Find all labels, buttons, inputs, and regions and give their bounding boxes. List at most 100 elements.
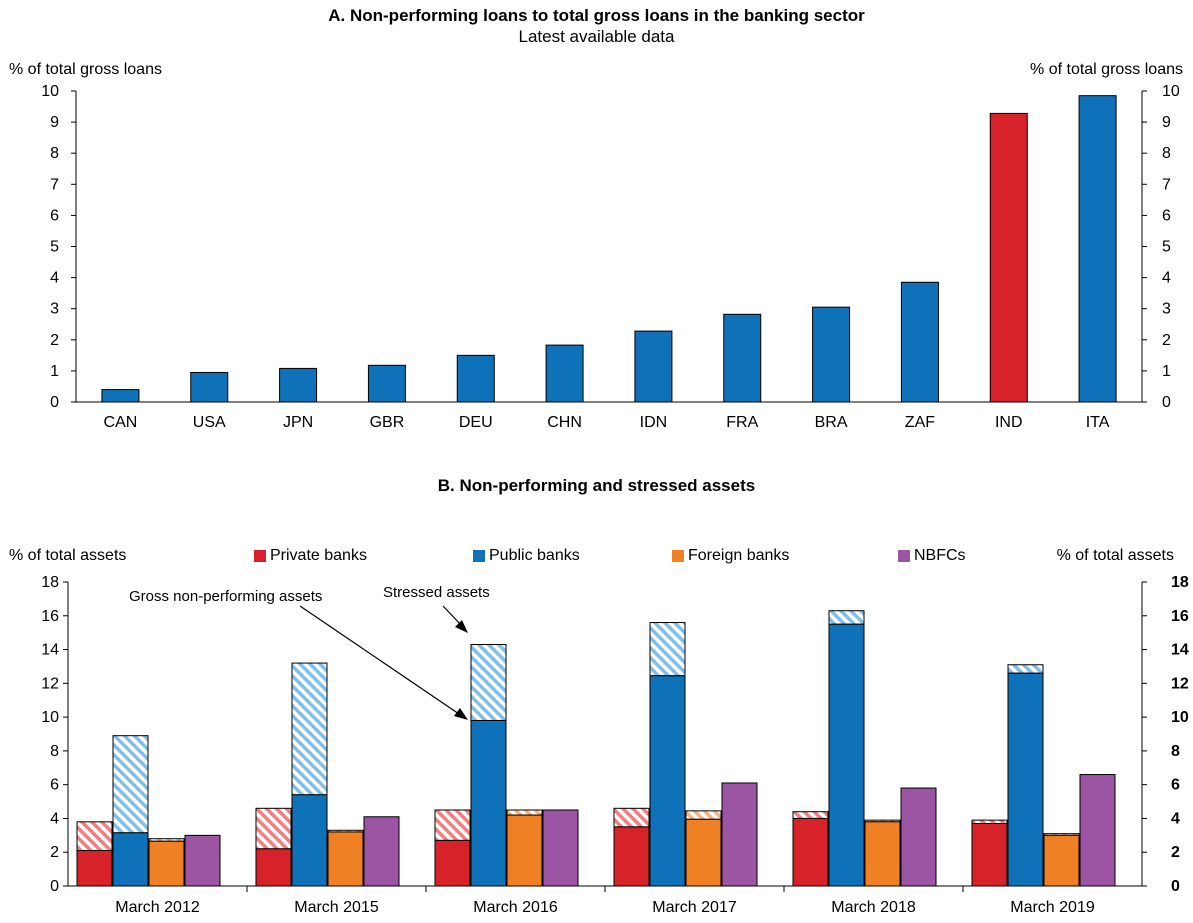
panel-b-bar-public-stressed — [112, 735, 149, 834]
legend-nbfc-swatch — [898, 550, 910, 562]
panel-a-bar-zaf — [900, 281, 939, 403]
panel-a-bar-chn — [545, 344, 584, 403]
panel-b-bar-foreign-gross-npa — [685, 818, 722, 887]
panel-b-xtick-label: March 2018 — [831, 899, 916, 916]
panel-a-ytick-label-left: 7 — [50, 176, 59, 193]
panel-a-bar-idn — [634, 330, 673, 403]
panel-a-ytick-label-right: 9 — [1162, 114, 1171, 131]
panel-b-xtick-label: March 2019 — [1010, 899, 1095, 916]
panel-a-bar-gbr — [367, 364, 406, 403]
legend-nbfcs: NBFCs — [898, 547, 966, 565]
panel-b-bar-private-gross-npa — [971, 823, 1008, 887]
panel-b-ylabel-left: % of total assets — [9, 547, 127, 564]
panel-b-ytick-label-right: 4 — [1171, 810, 1180, 827]
panel-b-ytick-label-right: 18 — [1171, 574, 1189, 591]
panel-a-bar-bra — [812, 306, 851, 403]
panel-b-bar-public-stressed — [1007, 664, 1044, 674]
panel-b-bar-foreign-stressed — [685, 810, 722, 820]
panel-b-ytick-label-left: 16 — [41, 608, 59, 625]
panel-b-bar-public-stressed — [649, 622, 686, 677]
panel-a-ytick-label-left: 2 — [50, 332, 59, 349]
panel-b-bar-public-gross-npa — [828, 623, 865, 887]
annotation-arrows — [299, 605, 468, 720]
panel-b-ytick-label-left: 18 — [41, 574, 59, 591]
panel-a-xtick-label: USA — [193, 414, 226, 431]
panel-b-bar-foreign-gross-npa — [864, 821, 901, 887]
panel-a-bar-ita — [1078, 95, 1117, 403]
legend-private-swatch — [254, 550, 266, 562]
panel-b-bar-public-gross-npa — [1007, 672, 1044, 887]
panel-b-ytick-label-right: 8 — [1171, 743, 1180, 760]
legend-foreign-label: Foreign banks — [688, 547, 790, 564]
panel-a-xtick-label: CAN — [104, 414, 138, 431]
panel-b-ytick-label-right: 10 — [1171, 709, 1189, 726]
panel-a-xtick-label: IDN — [640, 414, 668, 431]
panel-b-bar-nbfc-gross-npa — [721, 782, 758, 887]
panel-a-bar-can — [101, 389, 140, 403]
panel-b-bar-nbfc-gross-npa — [363, 816, 400, 887]
panel-b-bar-public-stressed — [470, 643, 507, 721]
panel-b-ytick-label-left: 8 — [50, 743, 59, 760]
panel-a-ytick-label-right: 4 — [1162, 270, 1171, 287]
panel-a-ytick-label-left: 6 — [50, 207, 59, 224]
panel-a-ytick-label-left: 10 — [41, 83, 59, 100]
panel-a-chart: 0 0 1 1 2 2 3 3 4 4 5 5 6 6 7 7 8 8 9 9 10 10 CAN USA JPN GBR DEU C… — [41, 83, 1180, 431]
panel-b-ytick-label-right: 12 — [1171, 675, 1189, 692]
panel-b-bar-private-gross-npa — [76, 850, 113, 887]
panel-b-bar-foreign-stressed — [506, 809, 543, 816]
panel-a-subtitle: Latest available data — [518, 27, 675, 46]
panel-a-ylabel-right: % of total gross loans — [1030, 61, 1183, 78]
panel-a-ytick-label-left: 5 — [50, 239, 59, 256]
panel-b-ytick-label-left: 12 — [41, 675, 59, 692]
panel-a-xtick-label: ZAF — [905, 414, 935, 431]
panel-a-ytick-label-left: 3 — [50, 301, 59, 318]
panel-b-ytick-label-right: 2 — [1171, 844, 1180, 861]
panel-b-bar-foreign-gross-npa — [148, 840, 185, 887]
panel-a-bar-deu — [456, 354, 495, 403]
panel-b-ytick-label-right: 16 — [1171, 608, 1189, 625]
panel-b-xtick-label: March 2016 — [473, 899, 558, 916]
panel-b-bar-private-gross-npa — [792, 817, 829, 887]
panel-a-ytick-label-left: 4 — [50, 270, 59, 287]
panel-a-xtick-label: FRA — [726, 414, 758, 431]
panel-b-ytick-label-left: 4 — [50, 810, 59, 827]
panel-b-bar-public-gross-npa — [470, 719, 507, 887]
panel-a-ytick-label-right: 7 — [1162, 176, 1171, 193]
panel-b-bar-private-gross-npa — [434, 839, 471, 887]
legend-public-banks: Public banks — [473, 547, 580, 565]
panel-b-title: B. Non-performing and stressed assets — [437, 476, 756, 495]
panel-b-chart: 0 0 2 2 4 4 6 6 8 8 10 10 12 12 14 14 16 16 18 18 March 2012… — [41, 574, 1189, 916]
panel-b-xtick-label: March 2012 — [115, 899, 200, 916]
panel-a-bar-ind — [989, 112, 1028, 403]
panel-b-bar-private-stressed — [792, 811, 829, 819]
annotation-gross-npa: Gross non-performing assets — [129, 588, 323, 605]
panel-a-ytick-label-right: 1 — [1162, 363, 1171, 380]
panel-b-bar-foreign-gross-npa — [327, 831, 364, 887]
panel-a-bar-fra — [723, 313, 762, 403]
panel-b-ytick-label-right: 6 — [1171, 777, 1180, 794]
legend-foreign-banks: Foreign banks — [672, 547, 789, 565]
panel-b-bar-private-gross-npa — [613, 826, 650, 887]
panel-b-ytick-label-left: 0 — [50, 878, 59, 895]
panel-b-xtick-label: March 2015 — [294, 899, 379, 916]
panel-a-ytick-label-right: 5 — [1162, 239, 1171, 256]
panel-b-bar-nbfc-gross-npa — [900, 787, 937, 887]
panel-b-bar-nbfc-gross-npa — [1079, 774, 1116, 887]
panel-b-ytick-label-left: 10 — [41, 709, 59, 726]
legend-private-label: Private banks — [270, 547, 367, 564]
panel-b-ylabel-right: % of total assets — [1056, 547, 1174, 564]
legend-public-label: Public banks — [489, 547, 580, 564]
panel-b-bar-public-gross-npa — [649, 675, 686, 887]
panel-a-ytick-label-right: 10 — [1162, 83, 1180, 100]
panel-b-bar-nbfc-gross-npa — [184, 834, 221, 887]
panel-b-xtick-label: March 2017 — [652, 899, 737, 916]
panel-a-xtick-label: DEU — [459, 414, 493, 431]
panel-b-ytick-label-left: 2 — [50, 844, 59, 861]
panel-b-bar-public-stressed — [828, 610, 865, 625]
panel-a-ytick-label-right: 3 — [1162, 301, 1171, 318]
panel-a-xtick-label: JPN — [283, 414, 313, 431]
legend-foreign-swatch — [672, 550, 684, 562]
panel-b-bar-private-stressed — [76, 821, 113, 852]
panel-b-bar-private-stressed — [971, 819, 1008, 825]
